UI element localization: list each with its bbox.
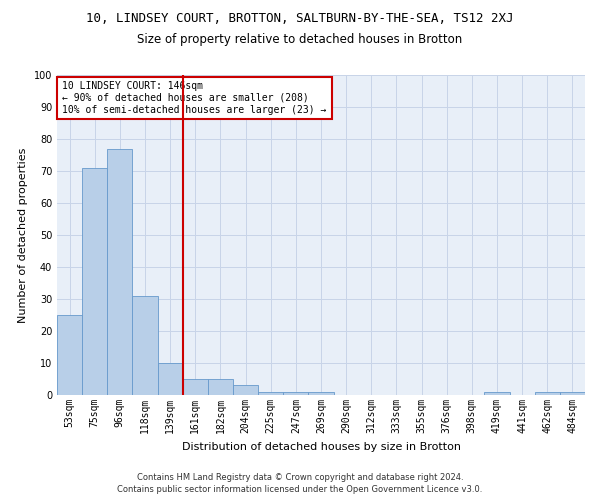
Bar bbox=[484, 392, 509, 395]
Bar bbox=[283, 392, 308, 395]
Bar bbox=[233, 386, 258, 395]
Text: 10, LINDSEY COURT, BROTTON, SALTBURN-BY-THE-SEA, TS12 2XJ: 10, LINDSEY COURT, BROTTON, SALTBURN-BY-… bbox=[86, 12, 514, 26]
Text: 10 LINDSEY COURT: 146sqm
← 90% of detached houses are smaller (208)
10% of semi-: 10 LINDSEY COURT: 146sqm ← 90% of detach… bbox=[62, 82, 326, 114]
Y-axis label: Number of detached properties: Number of detached properties bbox=[18, 148, 28, 322]
Bar bbox=[107, 148, 133, 395]
Bar bbox=[133, 296, 158, 395]
Bar bbox=[183, 379, 208, 395]
Bar bbox=[57, 315, 82, 395]
Bar bbox=[258, 392, 283, 395]
Bar bbox=[158, 363, 183, 395]
Text: Contains public sector information licensed under the Open Government Licence v3: Contains public sector information licen… bbox=[118, 485, 482, 494]
Bar bbox=[308, 392, 334, 395]
Text: Distribution of detached houses by size in Brotton: Distribution of detached houses by size … bbox=[182, 442, 461, 452]
Bar bbox=[208, 379, 233, 395]
Text: Size of property relative to detached houses in Brotton: Size of property relative to detached ho… bbox=[137, 32, 463, 46]
Bar bbox=[82, 168, 107, 395]
Bar bbox=[535, 392, 560, 395]
Bar bbox=[560, 392, 585, 395]
Text: Contains HM Land Registry data © Crown copyright and database right 2024.: Contains HM Land Registry data © Crown c… bbox=[137, 472, 463, 482]
